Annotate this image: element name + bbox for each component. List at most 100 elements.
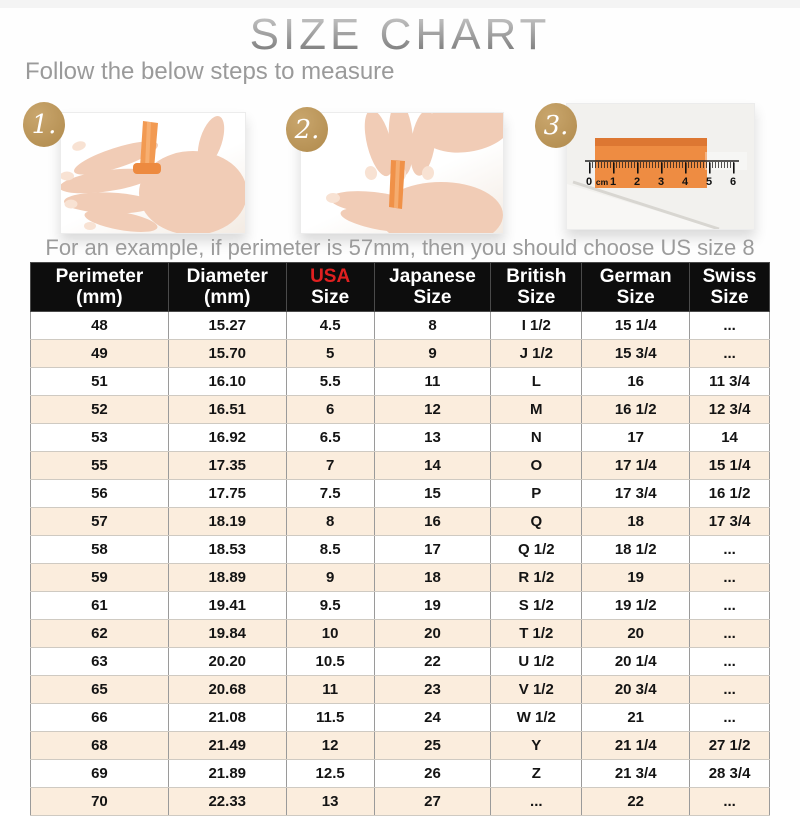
table-row: 57 18.19 8 16 Q 18 17 3/4 xyxy=(30,507,770,536)
table-cell: 21 3/4 xyxy=(581,759,691,788)
table-cell: 11 xyxy=(285,675,375,704)
table-row: 56 17.75 7.5 15 P 17 3/4 16 1/2 xyxy=(30,479,770,508)
table-cell: 16 1/2 xyxy=(689,479,770,508)
table-cell: 18.53 xyxy=(167,535,287,564)
table-row: 58 18.53 8.5 17 Q 1/2 18 1/2... xyxy=(30,535,770,564)
table-cell: L xyxy=(490,367,583,396)
table-cell: 57 xyxy=(30,507,169,536)
table-cell: ... xyxy=(689,339,770,368)
table-row: 68 21.49 12 25 Y 21 1/4 27 1/2 xyxy=(30,731,770,760)
table-row: 61 19.41 9.5 19 S 1/2 19 1/2... xyxy=(30,591,770,620)
table-cell: 16.92 xyxy=(167,423,287,452)
table-row: 63 20.20 10.5 22 U 1/2 20 1/4... xyxy=(30,647,770,676)
table-cell: Q 1/2 xyxy=(490,535,583,564)
table-cell: ... xyxy=(689,535,770,564)
table-cell: 52 xyxy=(30,395,169,424)
table-cell: 5.5 xyxy=(285,367,375,396)
table-cell: 10 xyxy=(285,619,375,648)
table-cell: 13 xyxy=(373,423,492,452)
table-cell: 9.5 xyxy=(285,591,375,620)
table-cell: 62 xyxy=(30,619,169,648)
table-cell: 20 xyxy=(373,619,492,648)
table-cell: 19 xyxy=(581,563,691,592)
ruler-mark-1: 1 xyxy=(610,176,616,188)
table-cell: 15 1/4 xyxy=(689,451,770,480)
table-cell: T 1/2 xyxy=(490,619,583,648)
table-cell: 65 xyxy=(30,675,169,704)
table-cell: 18 xyxy=(581,507,691,536)
table-cell: 27 1/2 xyxy=(689,731,770,760)
table-row: 51 16.10 5.5 11 L 16 11 3/4 xyxy=(30,367,770,396)
table-cell: 61 xyxy=(30,591,169,620)
table-cell: Q xyxy=(490,507,583,536)
table-cell: 58 xyxy=(30,535,169,564)
table-body: 48 15.27 4.5 8 I 1/2 15 1/4... 49 15.70 5 9 J 1/2 1… xyxy=(30,311,770,816)
table-row: 53 16.92 6.5 13 N 17 14 xyxy=(30,423,770,452)
column-header-diameter: Diameter (mm) xyxy=(167,262,287,312)
table-cell: 12.5 xyxy=(285,759,375,788)
step-3-badge: 3. xyxy=(535,103,577,148)
table-cell: 9 xyxy=(285,563,375,592)
table-cell: 15 xyxy=(373,479,492,508)
table-cell: O xyxy=(490,451,583,480)
table-cell: P xyxy=(490,479,583,508)
table-cell: N xyxy=(490,423,583,452)
table-cell: W 1/2 xyxy=(490,703,583,732)
subtitle: Follow the below steps to measure xyxy=(25,58,395,85)
table-cell: 12 xyxy=(373,395,492,424)
column-header-british: British Size xyxy=(490,262,583,312)
table-cell: Z xyxy=(490,759,583,788)
ruler-mark-4: 4 xyxy=(682,176,689,188)
table-row: 70 22.33 13 27... 22... xyxy=(30,787,770,816)
table-cell: 22 xyxy=(581,787,691,816)
table-cell: ... xyxy=(689,703,770,732)
table-cell: 21.08 xyxy=(167,703,287,732)
table-cell: 26 xyxy=(373,759,492,788)
table-row: 52 16.51 6 12 M 16 1/2 12 3/4 xyxy=(30,395,770,424)
table-cell: 68 xyxy=(30,731,169,760)
table-row: 65 20.68 11 23 V 1/2 20 3/4... xyxy=(30,675,770,704)
table-header: Perimeter (mm) Diameter (mm) USA Size Japanese… xyxy=(30,262,770,312)
table-cell: 10.5 xyxy=(285,647,375,676)
table-cell: 51 xyxy=(30,367,169,396)
step-2-photo xyxy=(300,112,504,234)
table-cell: ... xyxy=(689,787,770,816)
ruler-measure-icon: 0 cm 1 2 3 4 5 6 xyxy=(567,104,754,229)
table-cell: 59 xyxy=(30,563,169,592)
table-cell: 66 xyxy=(30,703,169,732)
table-cell: 15.70 xyxy=(167,339,287,368)
table-row: 55 17.35 7 14 O 17 1/4 15 1/4 xyxy=(30,451,770,480)
table-cell: 15 3/4 xyxy=(581,339,691,368)
table-cell: 17 xyxy=(373,535,492,564)
table-row: 49 15.70 5 9 J 1/2 15 3/4... xyxy=(30,339,770,368)
step-3-photo: 0 cm 1 2 3 4 5 6 xyxy=(566,103,755,230)
table-cell: 6 xyxy=(285,395,375,424)
table-cell: 20 3/4 xyxy=(581,675,691,704)
table-cell: 53 xyxy=(30,423,169,452)
table-cell: 9 xyxy=(373,339,492,368)
table-cell: 18 1/2 xyxy=(581,535,691,564)
ruler-mark-2: 2 xyxy=(634,176,640,188)
table-cell: 23 xyxy=(373,675,492,704)
table-cell: 19.41 xyxy=(167,591,287,620)
table-cell: ... xyxy=(490,787,583,816)
table-cell: 56 xyxy=(30,479,169,508)
table-cell: 21.49 xyxy=(167,731,287,760)
table-cell: 11 3/4 xyxy=(689,367,770,396)
table-cell: ... xyxy=(689,619,770,648)
table-cell: I 1/2 xyxy=(490,311,583,340)
table-cell: 49 xyxy=(30,339,169,368)
table-row: 62 19.84 10 20 T 1/2 20... xyxy=(30,619,770,648)
table-cell: U 1/2 xyxy=(490,647,583,676)
table-cell: 8.5 xyxy=(285,535,375,564)
table-cell: S 1/2 xyxy=(490,591,583,620)
table-row: 48 15.27 4.5 8 I 1/2 15 1/4... xyxy=(30,311,770,340)
table-cell: 63 xyxy=(30,647,169,676)
table-cell: 16.51 xyxy=(167,395,287,424)
table-cell: 7 xyxy=(285,451,375,480)
ruler-mark-5: 5 xyxy=(706,176,712,188)
column-header-perimeter: Perimeter (mm) xyxy=(30,262,169,312)
table-cell: 20 xyxy=(581,619,691,648)
ruler-mark-cm: cm xyxy=(596,177,609,187)
